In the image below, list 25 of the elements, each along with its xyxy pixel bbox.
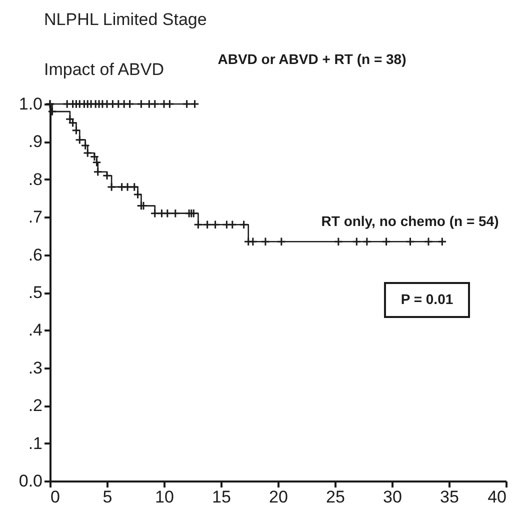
x-tick-label: 20 xyxy=(269,488,288,506)
x-tick-label: 40 xyxy=(488,488,506,506)
y-tick-label: .2 xyxy=(28,396,42,416)
y-tick-label: .3 xyxy=(28,358,42,378)
y-tick-label: 0.0 xyxy=(18,472,42,490)
x-tick-label: 30 xyxy=(383,488,402,506)
y-tick-label: .9 xyxy=(28,132,42,152)
x-tick-label: 15 xyxy=(212,488,231,506)
y-tick-label: .4 xyxy=(28,320,42,340)
chart-title: NLPHL Limited Stage xyxy=(44,10,207,29)
text: ABVD or ABVD + RT (n = 38) xyxy=(218,51,406,67)
y-tick-label: .5 xyxy=(28,283,42,302)
x-tick-label: 5 xyxy=(102,488,112,506)
y-tick-label: .8 xyxy=(28,170,42,189)
series-label: RT only, no chemo (n = 54) xyxy=(321,213,499,229)
x-tick-label: 35 xyxy=(440,488,459,506)
y-tick-label: .1 xyxy=(28,434,42,453)
chart-subtitle: Impact of ABVD xyxy=(44,60,164,79)
x-tick-label: 0 xyxy=(50,488,60,506)
annotation: P = 0.01 xyxy=(400,291,454,307)
y-tick-label: 1.0 xyxy=(18,94,42,114)
y-tick-label: .6 xyxy=(28,245,42,264)
x-tick-label: 10 xyxy=(155,488,174,506)
x-tick-label: 25 xyxy=(326,488,345,506)
y-tick-label: .7 xyxy=(28,208,42,227)
